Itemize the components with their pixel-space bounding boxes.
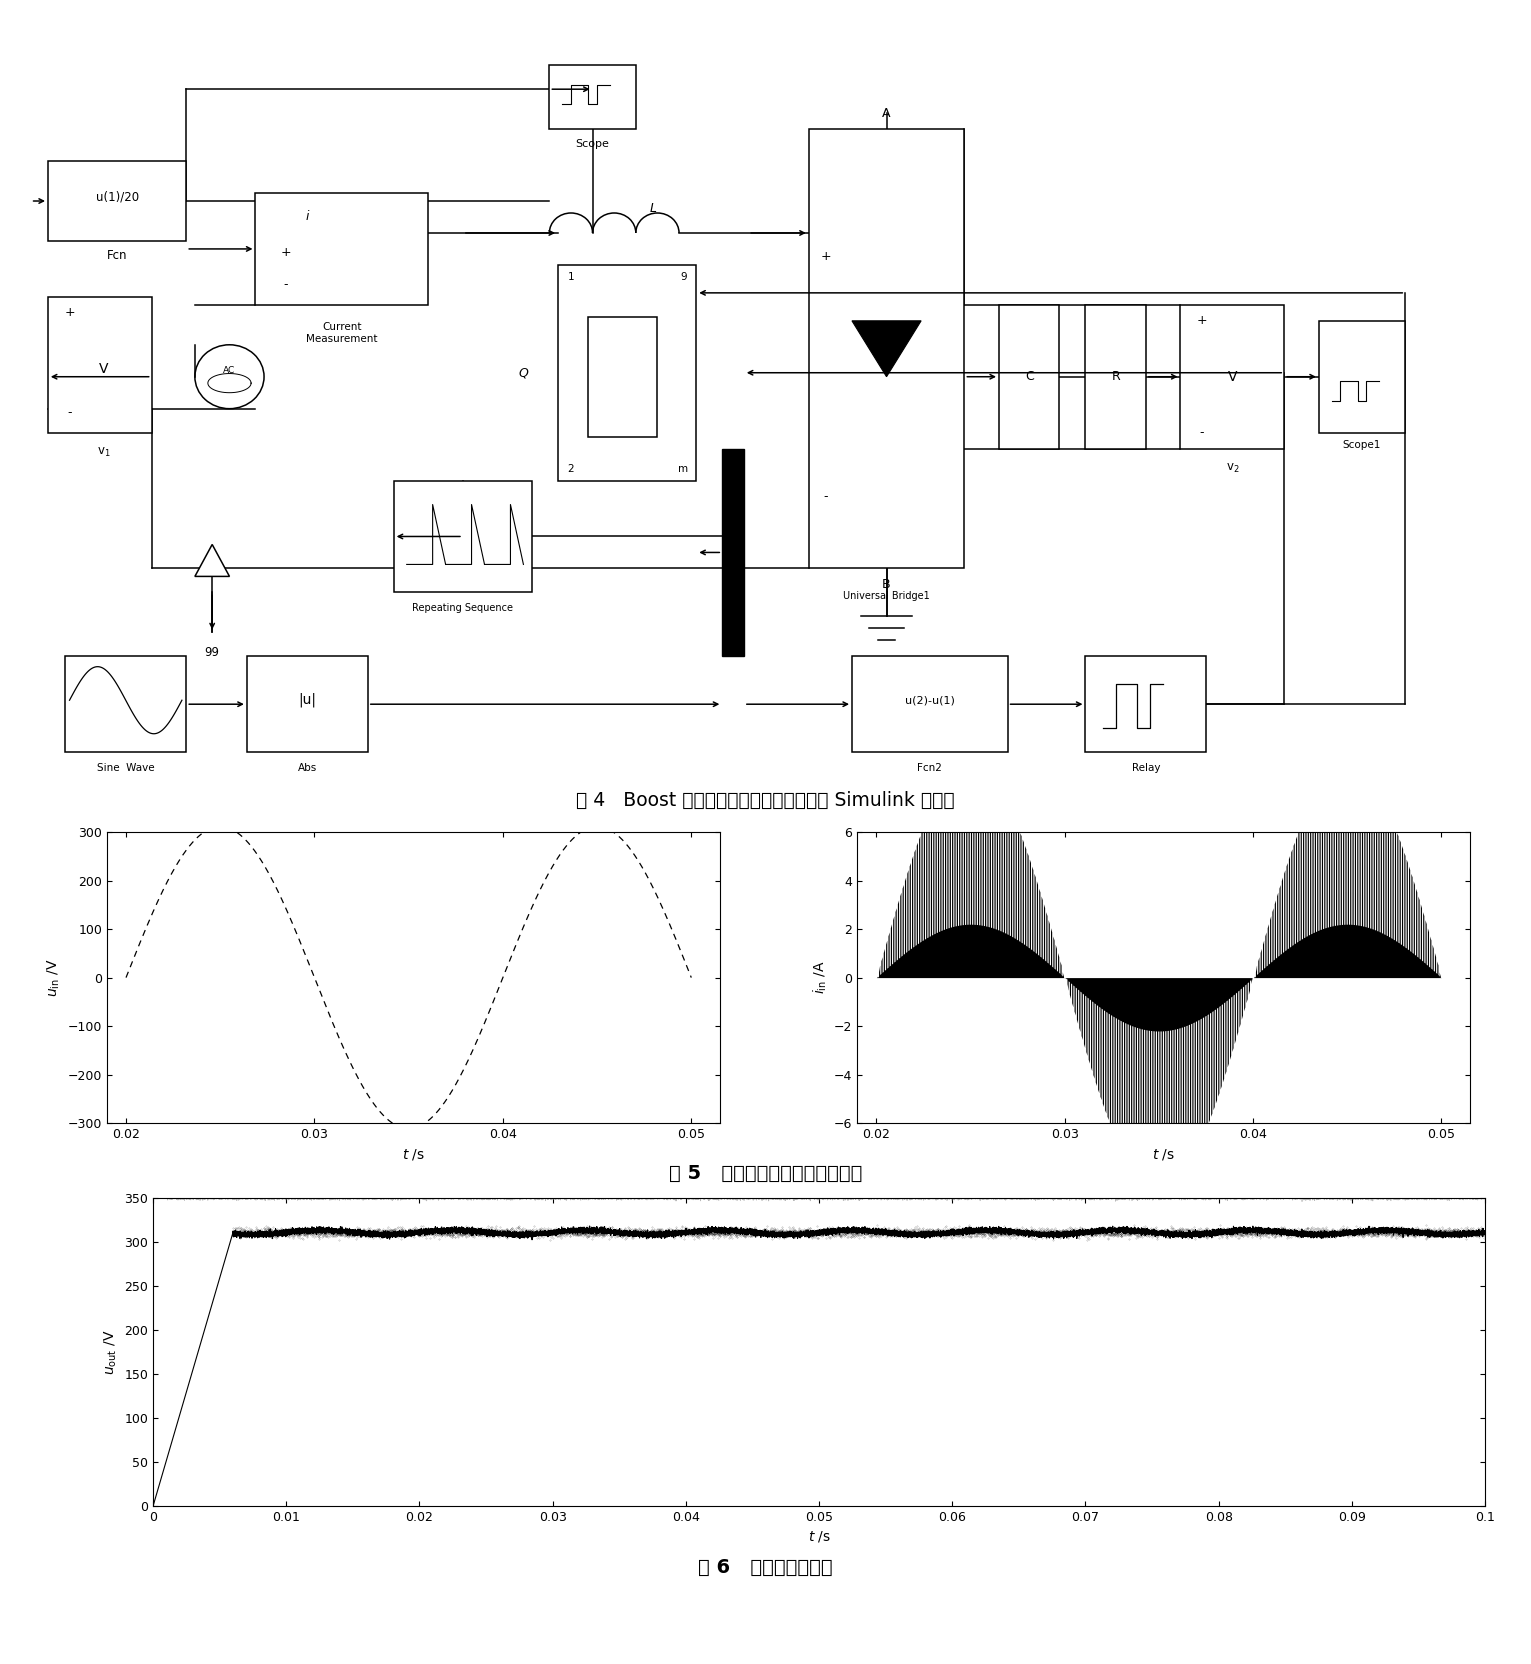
Bar (47, 296, 152, 433)
Text: +: + (821, 250, 831, 263)
Y-axis label: $i_{\mathrm{in}}$ /A: $i_{\mathrm{in}}$ /A (811, 960, 828, 995)
Bar (588, 316, 657, 436)
Bar (66, 656, 187, 752)
Bar (47, 161, 187, 241)
Text: 2: 2 (568, 464, 574, 474)
Polygon shape (851, 321, 922, 376)
Bar (1180, 305, 1285, 449)
Text: A: A (882, 106, 891, 120)
Text: Current
Measurement: Current Measurement (306, 323, 378, 343)
Text: u(1)/20: u(1)/20 (95, 190, 139, 203)
Polygon shape (194, 544, 230, 576)
Text: B: B (882, 577, 891, 591)
Text: 图 6   输出电压的波形: 图 6 输出电压的波形 (698, 1558, 833, 1577)
X-axis label: $t$ /s: $t$ /s (807, 1529, 831, 1544)
Text: L: L (649, 203, 657, 216)
Bar (256, 193, 429, 305)
Text: -: - (283, 278, 288, 291)
Bar (998, 305, 1059, 449)
Y-axis label: $u_{\mathrm{out}}$ /V: $u_{\mathrm{out}}$ /V (103, 1330, 119, 1374)
Text: AC: AC (224, 366, 236, 374)
Bar (1318, 321, 1405, 433)
Text: Scope1: Scope1 (1343, 439, 1381, 449)
Text: +: + (280, 246, 291, 260)
Text: i: i (306, 210, 309, 223)
Text: Repeating Sequence: Repeating Sequence (412, 604, 513, 614)
Text: +: + (1197, 314, 1208, 328)
Text: +: + (64, 306, 75, 319)
Bar (246, 656, 367, 752)
Text: C: C (1024, 369, 1033, 383)
Text: |u|: |u| (299, 692, 317, 707)
Text: u(2)-u(1): u(2)-u(1) (905, 696, 955, 706)
X-axis label: $t$ /s: $t$ /s (1151, 1146, 1176, 1161)
Text: V: V (100, 361, 109, 376)
Bar (550, 65, 635, 130)
Text: v$_1$: v$_1$ (98, 446, 110, 459)
Bar (1085, 305, 1145, 449)
Bar (851, 656, 1007, 752)
X-axis label: $t$ /s: $t$ /s (401, 1146, 426, 1161)
Text: Fcn2: Fcn2 (917, 764, 942, 774)
Text: 9: 9 (680, 271, 687, 281)
Bar (808, 130, 965, 569)
Text: m: m (678, 464, 689, 474)
Text: Q: Q (519, 366, 528, 379)
Text: 99: 99 (205, 646, 219, 659)
Text: Universal Bridge1: Universal Bridge1 (844, 591, 929, 601)
Bar (393, 481, 533, 592)
Text: 图 5   输入电压和输入电流的波形: 图 5 输入电压和输入电流的波形 (669, 1163, 862, 1183)
Text: Relay: Relay (1131, 764, 1160, 774)
Text: -: - (824, 489, 828, 503)
Text: 图 4   Boost 型交流斩波功率因数校正电路 Simulink 模型图: 图 4 Boost 型交流斩波功率因数校正电路 Simulink 模型图 (576, 790, 955, 810)
Text: Sine  Wave: Sine Wave (96, 764, 155, 774)
Text: -: - (67, 406, 72, 419)
Text: 1: 1 (568, 271, 574, 281)
Text: v$_2$: v$_2$ (1226, 463, 1239, 476)
Bar (557, 265, 697, 481)
Text: Scope: Scope (576, 138, 609, 148)
Text: V: V (1228, 369, 1237, 384)
Y-axis label: $u_{\mathrm{in}}$ /V: $u_{\mathrm{in}}$ /V (46, 958, 63, 997)
Text: Abs: Abs (297, 764, 317, 774)
Text: -: - (1200, 426, 1205, 439)
Text: Fcn: Fcn (107, 250, 127, 261)
Bar (723, 449, 744, 656)
Text: R: R (1112, 369, 1121, 383)
Bar (1085, 656, 1206, 752)
